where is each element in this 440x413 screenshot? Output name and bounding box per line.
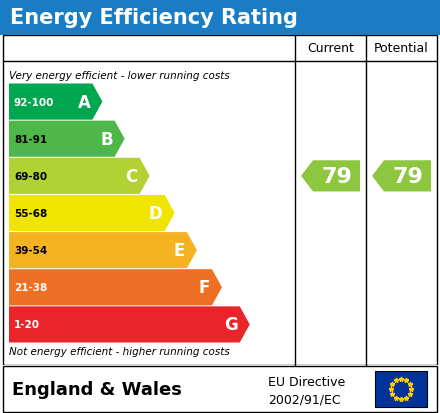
Text: 21-38: 21-38 [14,282,47,292]
Text: Not energy efficient - higher running costs: Not energy efficient - higher running co… [9,346,230,356]
Text: 39-54: 39-54 [14,246,47,256]
Text: B: B [100,131,113,148]
Text: EU Directive: EU Directive [268,375,345,388]
Text: C: C [125,167,138,185]
Polygon shape [9,84,103,120]
Polygon shape [9,270,222,306]
Text: Current: Current [307,43,354,55]
Text: 79: 79 [392,166,423,186]
Text: England & Wales: England & Wales [12,380,182,398]
Text: 81-91: 81-91 [14,134,47,145]
Polygon shape [9,159,150,195]
Text: E: E [173,242,185,259]
Text: Very energy efficient - lower running costs: Very energy efficient - lower running co… [9,71,230,81]
Text: 1-20: 1-20 [14,320,40,330]
Polygon shape [9,195,175,232]
Text: 69-80: 69-80 [14,171,47,181]
Bar [0,365,440,413]
Polygon shape [9,306,250,343]
Polygon shape [372,161,431,192]
Bar [0,0,440,36]
Polygon shape [9,121,125,157]
Text: D: D [149,204,163,223]
Polygon shape [301,161,360,192]
Text: 79: 79 [321,166,352,186]
Text: F: F [198,279,210,297]
Text: 92-100: 92-100 [14,97,55,107]
Text: Potential: Potential [374,43,429,55]
Bar [3,36,437,365]
Text: Energy Efficiency Rating: Energy Efficiency Rating [10,8,298,28]
Text: G: G [224,316,238,334]
Text: A: A [77,93,90,111]
Polygon shape [9,233,197,268]
Text: 2002/91/EC: 2002/91/EC [268,392,341,405]
Bar [375,371,427,407]
Text: 55-68: 55-68 [14,209,47,218]
Bar [3,366,437,412]
